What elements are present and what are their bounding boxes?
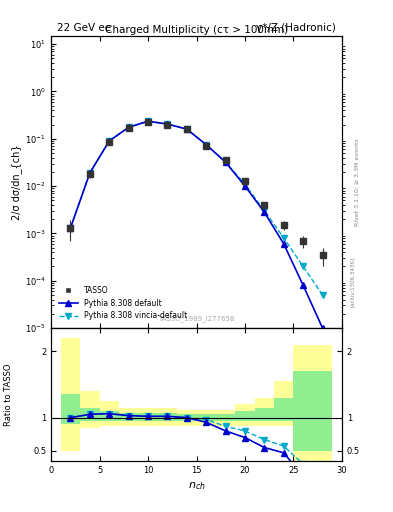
Pythia 8.308 vincia-default [88, 170, 92, 176]
Pythia 8.308 vincia-default [242, 181, 247, 187]
Pythia 8.308 vincia-default [146, 118, 151, 124]
Pythia 8.308 default [281, 241, 286, 247]
Text: γ*/Z (Hadronic): γ*/Z (Hadronic) [256, 23, 336, 33]
Pythia 8.308 default [68, 225, 73, 231]
Pythia 8.308 vincia-default [165, 121, 170, 127]
Y-axis label: Rivet 3.1.10; ≥ 3.3M events: Rivet 3.1.10; ≥ 3.3M events [355, 138, 360, 226]
Pythia 8.308 default [320, 325, 325, 331]
Pythia 8.308 vincia-default [126, 124, 131, 131]
Pythia 8.308 default [126, 124, 131, 131]
Pythia 8.308 vincia-default [281, 235, 286, 241]
Pythia 8.308 vincia-default [184, 126, 189, 132]
Line: Pythia 8.308 vincia-default: Pythia 8.308 vincia-default [68, 118, 325, 297]
Pythia 8.308 default [88, 170, 92, 176]
Text: TASSO_1989_I277658: TASSO_1989_I277658 [158, 315, 235, 322]
Pythia 8.308 vincia-default [320, 292, 325, 298]
Pythia 8.308 vincia-default [262, 208, 267, 214]
Legend: TASSO, Pythia 8.308 default, Pythia 8.308 vincia-default: TASSO, Pythia 8.308 default, Pythia 8.30… [55, 282, 191, 324]
Text: 22 GeV ee: 22 GeV ee [57, 23, 111, 33]
Title: Charged Multiplicity (cτ > 100mm): Charged Multiplicity (cτ > 100mm) [105, 25, 288, 35]
Line: Pythia 8.308 default: Pythia 8.308 default [68, 118, 325, 331]
Pythia 8.308 default [184, 126, 189, 132]
Pythia 8.308 vincia-default [107, 138, 112, 144]
Pythia 8.308 default [223, 159, 228, 165]
Pythia 8.308 default [146, 118, 151, 124]
Pythia 8.308 vincia-default [68, 225, 73, 231]
Pythia 8.308 default [204, 142, 209, 148]
Pythia 8.308 default [165, 121, 170, 127]
Pythia 8.308 vincia-default [223, 159, 228, 165]
X-axis label: $n_{ch}$: $n_{ch}$ [187, 480, 206, 492]
Pythia 8.308 default [107, 138, 112, 144]
Pythia 8.308 default [262, 209, 267, 216]
Text: [arXiv:1306.3436]: [arXiv:1306.3436] [350, 257, 355, 307]
Y-axis label: Ratio to TASSO: Ratio to TASSO [4, 363, 13, 425]
Pythia 8.308 default [301, 282, 305, 288]
Pythia 8.308 default [242, 183, 247, 189]
Pythia 8.308 vincia-default [301, 263, 305, 269]
Pythia 8.308 vincia-default [204, 142, 209, 148]
Y-axis label: 2/σ dσ/dn_{ch}: 2/σ dσ/dn_{ch} [11, 144, 22, 220]
